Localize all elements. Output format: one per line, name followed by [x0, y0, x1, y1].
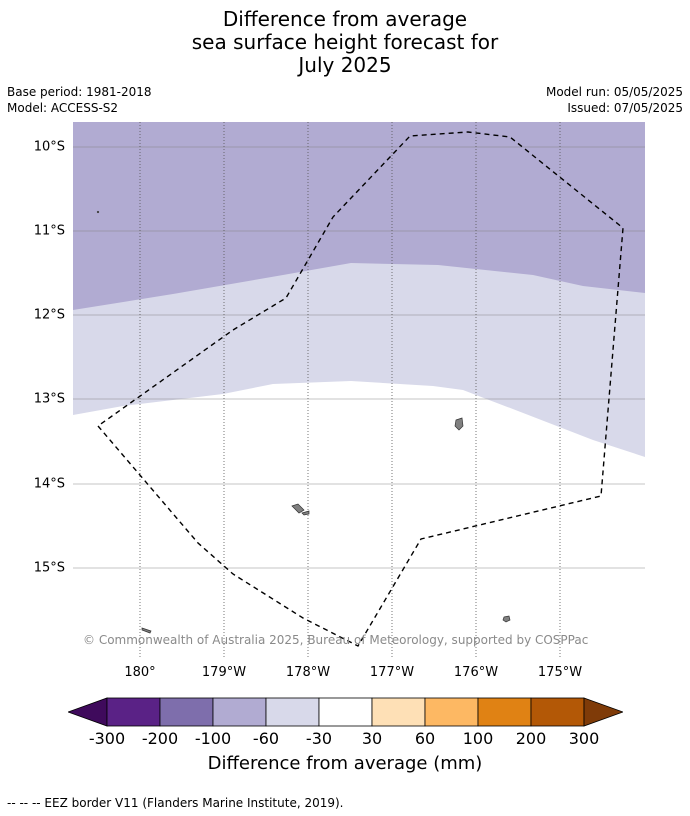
copyright-notice: © Commonwealth of Australia 2025, Bureau…	[83, 633, 589, 647]
island-wallis	[454, 417, 464, 431]
title-line-1: Difference from average	[222, 7, 468, 31]
eez-legend: -- -- -- EEZ border V11 (Flanders Marine…	[7, 796, 344, 810]
lat-label-12s: 12°S	[33, 307, 65, 323]
island-speck	[96, 210, 100, 214]
colorbar-bin-100-200	[477, 697, 532, 727]
lat-label-14s: 14°S	[33, 476, 65, 492]
land-masses	[96, 210, 511, 634]
colorbar-tick-minus300: -300	[88, 729, 126, 748]
colorbar-tick-minus200: -200	[141, 729, 179, 748]
colorbar	[68, 697, 623, 727]
issued-date: Issued: 07/05/2025	[567, 101, 683, 115]
colorbar-tick-minus60: -60	[252, 729, 280, 748]
colorbar-bin-minus30-30	[318, 697, 373, 727]
colorbar-tick-minus30: -30	[305, 729, 333, 748]
island-alofi	[301, 510, 310, 516]
zone-minus100-minus60	[73, 122, 645, 310]
lon-label-175w: 175°W	[537, 665, 583, 680]
colorbar-tick-200: 200	[515, 729, 547, 748]
meta-right: Model run: 05/05/2025 Issued: 07/05/2025	[546, 84, 683, 116]
colorbar-extend-low	[68, 697, 108, 727]
base-period: Base period: 1981-2018	[7, 85, 152, 99]
map-panel	[73, 122, 645, 658]
lon-label-177w: 177°W	[369, 665, 415, 680]
colorbar-extend-high	[583, 697, 623, 727]
colorbar-tick-100: 100	[462, 729, 494, 748]
meta-left: Base period: 1981-2018 Model: ACCESS-S2	[7, 84, 152, 116]
model-name: Model: ACCESS-S2	[7, 101, 119, 115]
model-run: Model run: 05/05/2025	[545, 85, 683, 99]
colorbar-tick-60: 60	[414, 729, 436, 748]
colorbar-tick-30: 30	[361, 729, 383, 748]
map-svg	[73, 122, 645, 658]
eez-border	[96, 131, 624, 647]
colorbar-bin-minus200-minus100	[159, 697, 214, 727]
lat-label-10s: 10°S	[33, 139, 65, 155]
latitude-gridlines	[73, 146, 645, 569]
colorbar-bin-30-60	[371, 697, 426, 727]
lon-label-176w: 176°W	[453, 665, 499, 680]
lat-label-15s: 15°S	[33, 560, 65, 576]
lat-label-13s: 13°S	[33, 391, 65, 407]
colorbar-bin-minus60-minus30	[265, 697, 320, 727]
chart-title: Difference from average sea surface heig…	[0, 8, 690, 77]
island-niuafoou	[502, 615, 511, 623]
colorbar-bin-60-100	[424, 697, 479, 727]
colorbar-bin-minus100-minus60	[212, 697, 267, 727]
colorbar-bin-200-300	[530, 697, 585, 727]
title-line-2: sea surface height forecast for	[191, 30, 499, 54]
longitude-gridlines	[139, 122, 561, 658]
lon-label-178w: 178°W	[285, 665, 331, 680]
colorbar-label: Difference from average (mm)	[207, 753, 483, 774]
lon-label-180: 180°	[124, 665, 156, 680]
colorbar-bin-minus300-minus200	[106, 697, 161, 727]
lat-label-11s: 11°S	[33, 223, 65, 239]
island-sliver-left	[141, 627, 152, 634]
title-line-3: July 2025	[298, 53, 392, 77]
colorbar-tick-300: 300	[568, 729, 600, 748]
colorbar-tick-minus100: -100	[194, 729, 232, 748]
lon-label-179w: 179°W	[201, 665, 247, 680]
island-futuna	[291, 503, 305, 514]
